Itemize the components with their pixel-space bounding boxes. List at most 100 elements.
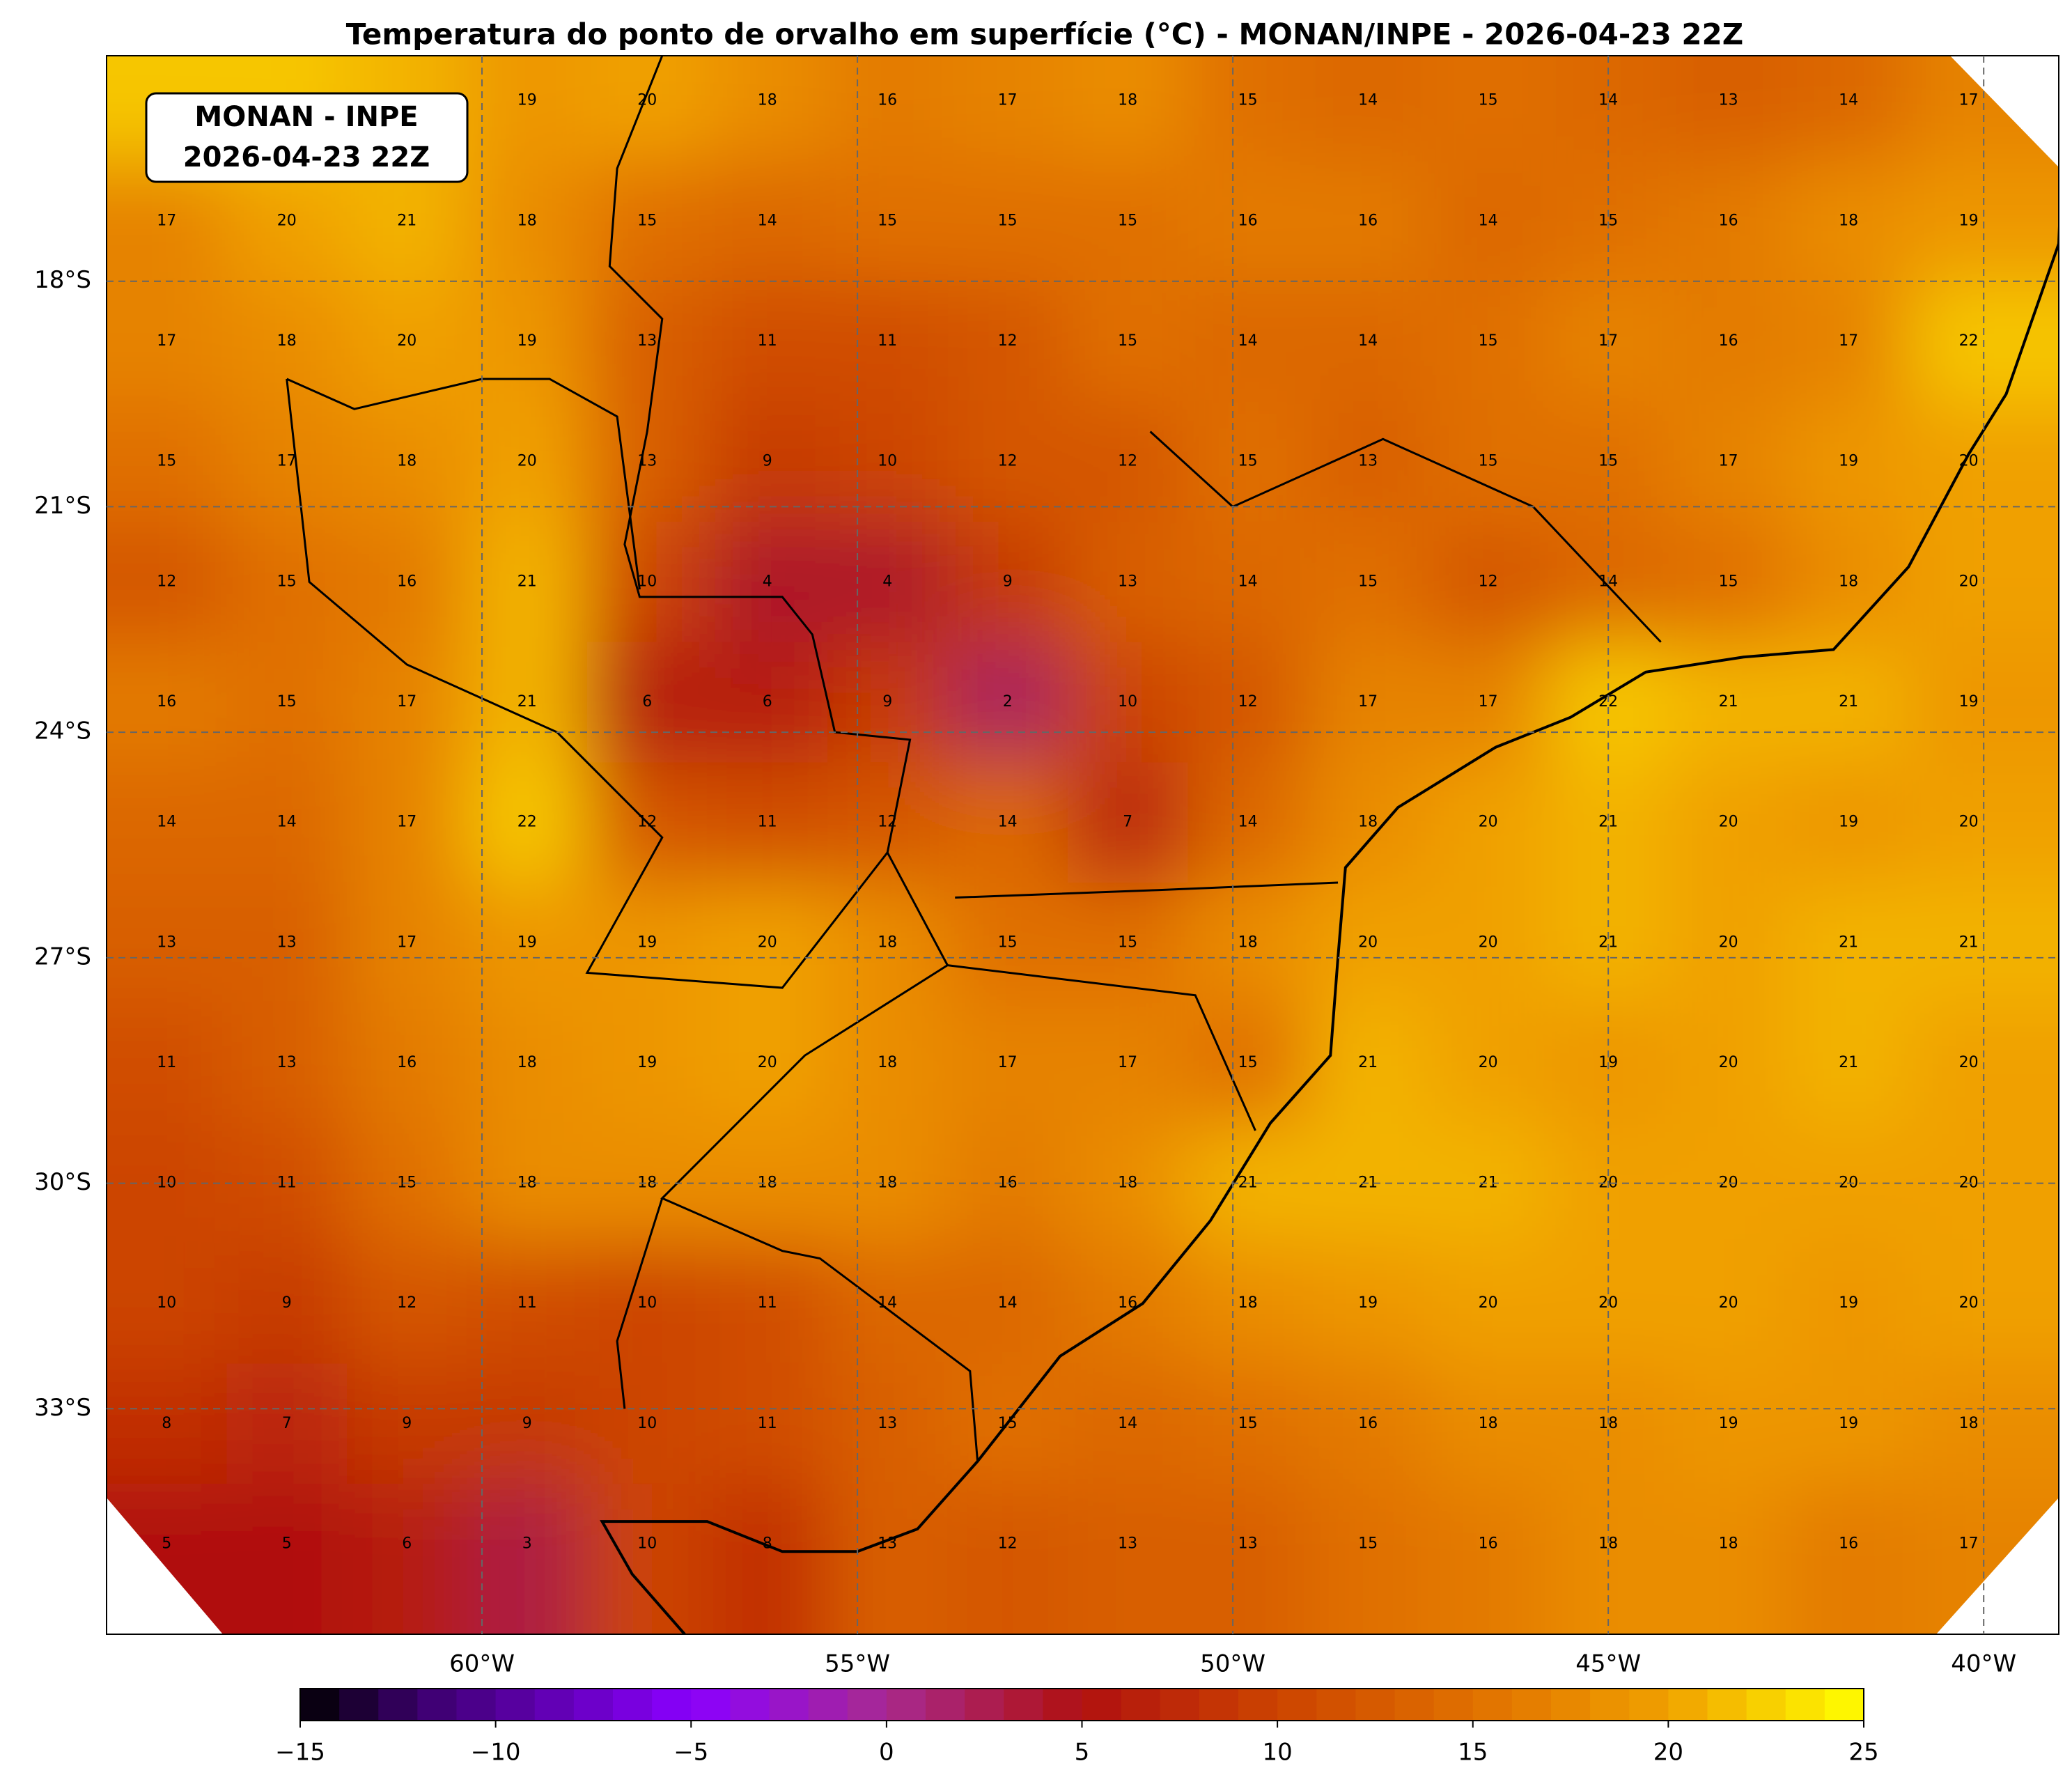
value-label: 15 — [1358, 1535, 1378, 1553]
colorbar-segment — [1043, 1689, 1082, 1721]
field-cell — [707, 161, 828, 282]
field-cell — [1428, 1484, 1549, 1634]
value-label: 16 — [1719, 332, 1738, 350]
value-label: 15 — [878, 212, 897, 229]
value-label: 20 — [758, 1054, 777, 1071]
border — [286, 378, 889, 989]
colorbar-segment — [1004, 1689, 1043, 1721]
field-cell — [1788, 56, 1910, 162]
value-label: 14 — [1358, 332, 1378, 350]
inset-text: MONAN - INPE — [194, 101, 418, 133]
value-label: 18 — [758, 92, 777, 109]
colorbar-segment — [573, 1689, 614, 1721]
field-cell — [107, 1002, 228, 1124]
value-label: 15 — [1118, 933, 1137, 951]
value-labels: 2222211920181617181514151413141717202118… — [157, 92, 1978, 1553]
field-cell — [947, 882, 1068, 1004]
value-label: 14 — [1839, 92, 1858, 109]
value-label: 13 — [637, 332, 657, 350]
field-cell — [346, 882, 468, 1004]
field-cell — [346, 401, 468, 523]
value-label: 19 — [517, 332, 537, 350]
field-cell — [1428, 401, 1549, 523]
field-cell — [827, 281, 949, 403]
value-label: 11 — [517, 1294, 537, 1312]
value-label: 21 — [1959, 933, 1979, 951]
value-label: 20 — [758, 933, 777, 951]
value-label: 17 — [397, 933, 416, 951]
field-cell — [1668, 1484, 1789, 1634]
field-cell — [947, 161, 1068, 282]
field-cell — [107, 1363, 228, 1485]
field-cell — [107, 1243, 228, 1365]
value-label: 20 — [517, 453, 537, 470]
field-cell — [1428, 56, 1549, 162]
field-cell — [1788, 1484, 1910, 1634]
value-label: 15 — [1719, 573, 1738, 590]
value-label: 15 — [1358, 573, 1378, 590]
field-cell — [586, 642, 708, 763]
inset-text: 2026-04-23 22Z — [183, 141, 430, 173]
field-cell — [1187, 1484, 1309, 1634]
field-cell — [1307, 1243, 1429, 1365]
colorbar: −15 −10 −5 0 5 10 15 20 25 — [275, 1688, 1879, 1767]
colorbar-segment — [1082, 1689, 1122, 1721]
value-label: 13 — [1358, 453, 1378, 470]
field-cell — [1908, 1363, 2059, 1485]
value-label: 21 — [1839, 933, 1858, 951]
field-cell — [226, 1243, 348, 1365]
field-cell — [1788, 762, 1910, 883]
value-label: 11 — [758, 332, 777, 350]
value-label: 19 — [1839, 453, 1858, 470]
value-label: 21 — [517, 693, 537, 711]
value-label: 11 — [758, 814, 777, 831]
value-label: 18 — [878, 933, 897, 951]
field-cell — [1067, 642, 1189, 763]
value-label: 18 — [1959, 1415, 1979, 1432]
field-cell — [107, 642, 228, 763]
value-label: 21 — [1358, 1054, 1378, 1071]
field-cell — [707, 1363, 828, 1485]
field-cell — [1908, 1243, 2059, 1365]
field-cell — [346, 1243, 468, 1365]
field-cell — [1428, 1363, 1549, 1485]
chart-title: Temperatura do ponto de orvalho em super… — [346, 17, 1743, 52]
x-tick-label: 60°W — [449, 1650, 515, 1678]
field-cell — [346, 762, 468, 883]
field-cell — [1788, 1002, 1910, 1124]
value-label: 18 — [1358, 814, 1378, 831]
value-label: 17 — [1959, 92, 1979, 109]
value-label: 10 — [637, 1415, 657, 1432]
colorbar-segment — [1472, 1689, 1513, 1721]
value-label: 20 — [1358, 933, 1378, 951]
colorbar-segment — [613, 1689, 653, 1721]
value-label: 13 — [157, 933, 176, 951]
value-label: 16 — [397, 573, 416, 590]
value-label: 19 — [517, 933, 537, 951]
domain-corner — [107, 1498, 223, 1634]
field-cell — [1668, 281, 1789, 403]
value-label: 17 — [1839, 332, 1858, 350]
value-label: 8 — [763, 1535, 772, 1553]
colorbar-segment — [1551, 1689, 1591, 1721]
field-cell — [1908, 882, 2059, 1004]
field-cell — [1307, 1002, 1429, 1124]
field-cell — [586, 1363, 708, 1485]
value-label: 7 — [1123, 814, 1132, 831]
value-label: 16 — [1839, 1535, 1858, 1553]
value-label: 12 — [397, 1294, 416, 1312]
value-label: 9 — [522, 1415, 532, 1432]
value-label: 14 — [1238, 573, 1258, 590]
field-cell — [467, 401, 588, 523]
colorbar-segment — [1121, 1689, 1161, 1721]
value-label: 13 — [277, 933, 297, 951]
value-label: 10 — [637, 1294, 657, 1312]
value-label: 17 — [397, 693, 416, 711]
value-label: 19 — [1839, 814, 1858, 831]
field-cell — [947, 401, 1068, 523]
value-label: 18 — [878, 1054, 897, 1071]
value-label: 15 — [637, 212, 657, 229]
value-label: 7 — [282, 1415, 292, 1432]
field-cell — [1307, 161, 1429, 282]
field-cell — [1908, 161, 2059, 282]
